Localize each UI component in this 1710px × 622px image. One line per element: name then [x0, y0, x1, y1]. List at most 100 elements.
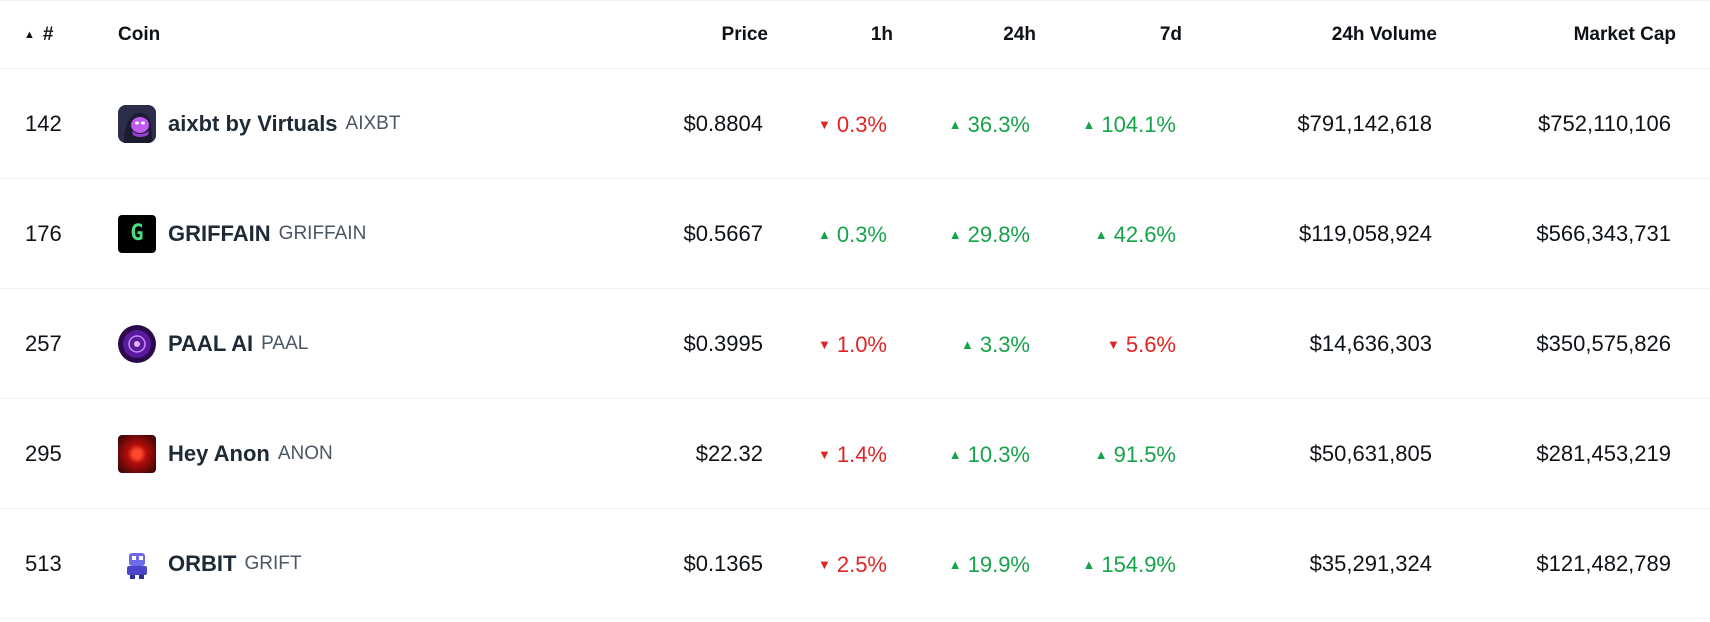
- price-cell: $0.3995: [683, 330, 763, 356]
- 24h-column-header[interactable]: 24h: [1003, 23, 1036, 45]
- coin-cell[interactable]: ORBIT GRIFT: [118, 545, 638, 583]
- caret-down-icon: ▼: [1106, 337, 1120, 353]
- coin-name[interactable]: GRIFFAIN: [168, 220, 271, 246]
- coin-cell[interactable]: Hey Anon ANON: [118, 434, 638, 473]
- change-24h-cell: ▲ 10.3%: [893, 439, 1036, 468]
- caret-down-icon: ▼: [817, 447, 831, 463]
- market-cap-column-header[interactable]: Market Cap: [1573, 23, 1676, 45]
- market-cap-cell: $281,453,219: [1536, 440, 1671, 466]
- coin-symbol: GRIFFAIN: [278, 222, 367, 244]
- griffain-logo-icon: G: [118, 214, 156, 253]
- coin-name[interactable]: ORBIT: [168, 550, 237, 576]
- change-1h-cell: ▲ 0.3%: [768, 219, 893, 248]
- volume-cell: $119,058,924: [1299, 220, 1432, 246]
- change-24h-value: 19.9%: [967, 551, 1030, 577]
- caret-up-icon: ▲: [948, 117, 962, 133]
- rank-cell: 513: [25, 550, 62, 576]
- market-cap-cell: $350,575,826: [1536, 330, 1671, 356]
- price-cell: $0.5667: [683, 220, 763, 246]
- table-row[interactable]: 513 ORBIT GRIFT $0.1365 ▼ 2.5% ▲ 19.9%: [0, 509, 1710, 619]
- change-7d-value: 154.9%: [1101, 551, 1176, 577]
- coin-name[interactable]: aixbt by Virtuals: [168, 110, 338, 136]
- change-7d-cell: ▲ 42.6%: [1036, 219, 1182, 248]
- market-cap-cell: $121,482,789: [1536, 550, 1671, 576]
- change-7d-value: 104.1%: [1101, 111, 1176, 137]
- coin-symbol: ANON: [277, 442, 333, 464]
- rank-cell: 295: [25, 440, 62, 466]
- price-column-header[interactable]: Price: [721, 23, 768, 45]
- volume-column-header[interactable]: 24h Volume: [1331, 23, 1437, 45]
- caret-up-icon: ▲: [1094, 447, 1108, 463]
- caret-up-icon: ▲: [960, 337, 974, 353]
- change-24h-cell: ▲ 19.9%: [893, 549, 1036, 578]
- change-24h-cell: ▲ 3.3%: [893, 329, 1036, 358]
- aixbt-logo-icon: [118, 104, 156, 143]
- rank-cell: 142: [25, 110, 62, 136]
- paal-logo-icon: [118, 324, 156, 363]
- price-cell: $0.1365: [683, 550, 763, 576]
- caret-up-icon: ▲: [948, 227, 962, 243]
- table-top-divider: [0, 0, 1710, 1]
- caret-down-icon: ▼: [817, 117, 831, 133]
- coin-symbol: PAAL: [261, 332, 309, 354]
- change-1h-value: 1.4%: [836, 441, 887, 467]
- change-7d-value: 5.6%: [1125, 331, 1176, 357]
- caret-down-icon: ▼: [817, 557, 831, 573]
- price-cell: $22.32: [695, 440, 763, 466]
- 7d-column-header[interactable]: 7d: [1159, 23, 1182, 45]
- caret-down-icon: ▼: [817, 337, 831, 353]
- table-row[interactable]: 295 Hey Anon ANON $22.32 ▼ 1.4% ▲ 10.3% ▲ 9…: [0, 399, 1710, 509]
- caret-up-icon: ▲: [817, 227, 831, 243]
- caret-up-icon: ▲: [948, 557, 962, 573]
- table-row[interactable]: 257 PAAL AI PAAL $0.3995 ▼ 1.0% ▲ 3.3% ▼ 5.…: [0, 289, 1710, 399]
- market-cap-cell: $566,343,731: [1536, 220, 1671, 246]
- change-7d-cell: ▲ 154.9%: [1036, 549, 1182, 578]
- caret-up-icon: ▲: [948, 447, 962, 463]
- change-24h-cell: ▲ 36.3%: [893, 109, 1036, 138]
- change-7d-value: 91.5%: [1113, 441, 1176, 467]
- 1h-column-header[interactable]: 1h: [870, 23, 893, 45]
- change-1h-value: 0.3%: [836, 221, 887, 247]
- price-cell: $0.8804: [683, 110, 763, 136]
- change-1h-value: 1.0%: [836, 331, 887, 357]
- caret-up-icon: ▲: [1082, 117, 1096, 133]
- coin-column-header[interactable]: Coin: [118, 23, 161, 45]
- coin-cell[interactable]: G GRIFFAIN GRIFFAIN: [118, 214, 638, 253]
- caret-up-icon: ▲: [1082, 557, 1096, 573]
- change-24h-value: 29.8%: [967, 221, 1030, 247]
- change-7d-cell: ▼ 5.6%: [1036, 329, 1182, 358]
- volume-cell: $35,291,324: [1309, 550, 1432, 576]
- change-24h-value: 3.3%: [979, 331, 1030, 357]
- coin-symbol: GRIFT: [244, 552, 302, 574]
- change-24h-value: 36.3%: [967, 111, 1030, 137]
- table-header: ▲ # Coin Price 1h 24h 7d 24h Volume Mark…: [0, 1, 1710, 69]
- rank-column-header[interactable]: ▲ #: [0, 24, 118, 46]
- rank-cell: 176: [25, 220, 62, 246]
- rank-header-label: #: [42, 23, 54, 45]
- volume-cell: $50,631,805: [1309, 440, 1432, 466]
- change-24h-value: 10.3%: [967, 441, 1030, 467]
- change-1h-cell: ▼ 2.5%: [768, 549, 893, 578]
- coin-cell[interactable]: aixbt by Virtuals AIXBT: [118, 104, 638, 143]
- change-1h-cell: ▼ 1.0%: [768, 329, 893, 358]
- coin-cell[interactable]: PAAL AI PAAL: [118, 324, 638, 363]
- change-1h-value: 2.5%: [836, 551, 887, 577]
- change-7d-cell: ▲ 91.5%: [1036, 439, 1182, 468]
- rank-cell: 257: [25, 330, 62, 356]
- change-7d-cell: ▲ 104.1%: [1036, 109, 1182, 138]
- table-row[interactable]: 142 aixbt by Virtuals AIXBT $0.8804 ▼ 0.3…: [0, 69, 1710, 179]
- change-1h-cell: ▼ 1.4%: [768, 439, 893, 468]
- volume-cell: $14,636,303: [1309, 330, 1432, 356]
- coin-name[interactable]: PAAL AI: [168, 330, 254, 356]
- change-24h-cell: ▲ 29.8%: [893, 219, 1036, 248]
- coin-name[interactable]: Hey Anon: [168, 440, 270, 466]
- table-row[interactable]: 176 G GRIFFAIN GRIFFAIN $0.5667 ▲ 0.3% ▲ 2…: [0, 179, 1710, 289]
- coin-symbol: AIXBT: [345, 112, 401, 134]
- volume-cell: $791,142,618: [1297, 110, 1432, 136]
- orbit-logo-icon: [118, 545, 156, 583]
- change-7d-value: 42.6%: [1113, 221, 1176, 247]
- change-1h-cell: ▼ 0.3%: [768, 109, 893, 138]
- anon-logo-icon: [118, 434, 156, 473]
- change-1h-value: 0.3%: [836, 111, 887, 137]
